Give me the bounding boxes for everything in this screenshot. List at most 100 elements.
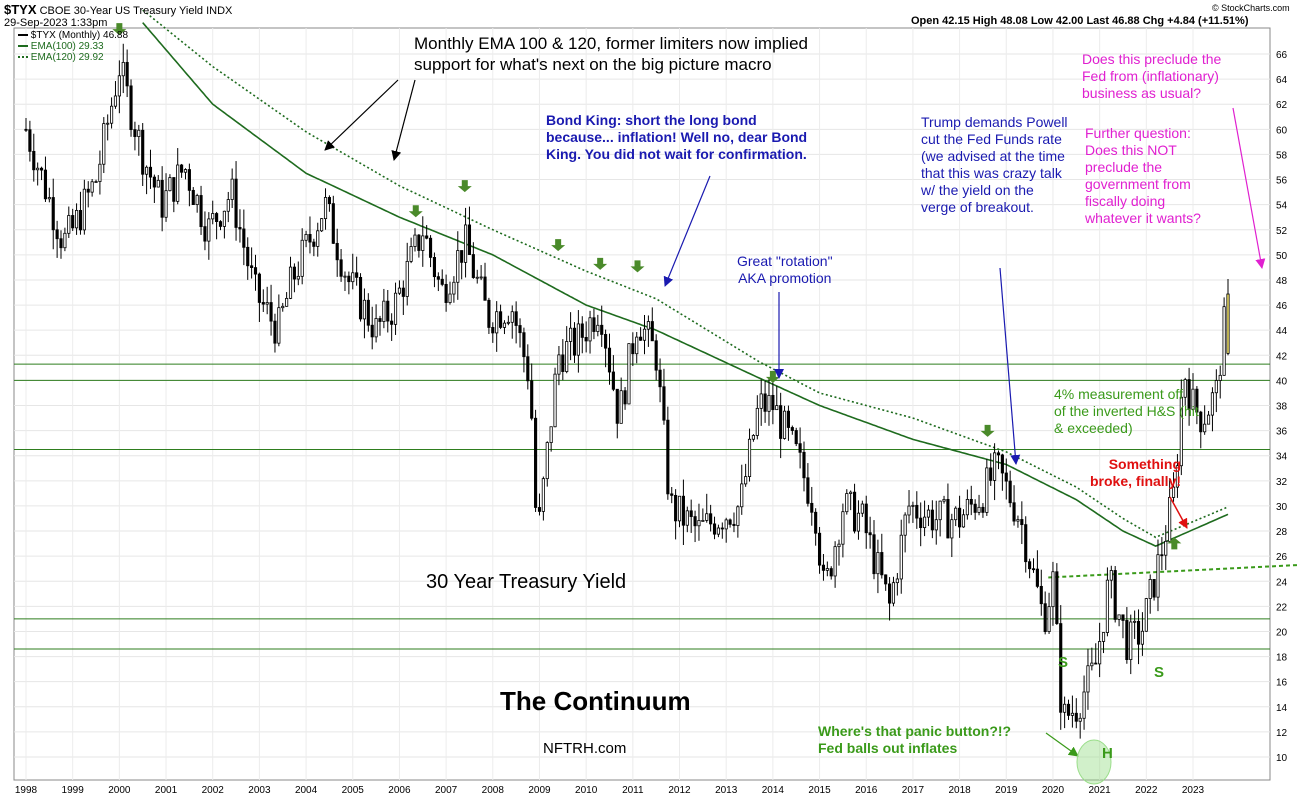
candle-body <box>288 266 293 299</box>
candle-body <box>576 323 580 356</box>
candle-body <box>452 281 456 295</box>
candle-body <box>541 478 545 512</box>
candle-body <box>736 506 740 526</box>
y-tick-label: 52 <box>1276 226 1288 237</box>
candle-body <box>744 476 748 485</box>
x-tick-label: 2001 <box>155 785 178 796</box>
candle-body <box>75 210 79 229</box>
candle-body <box>125 61 129 87</box>
green-down-arrow <box>457 180 472 193</box>
candle-body <box>234 178 238 228</box>
candle-body <box>366 299 370 326</box>
hs-measurement-note: 4% measurement off of the inverted H&S (… <box>1054 386 1199 437</box>
candle-body <box>860 503 864 514</box>
candle-body <box>856 512 861 532</box>
candle-body <box>316 230 320 247</box>
green-down-arrow <box>980 424 995 437</box>
candle-body <box>666 419 670 495</box>
candle-body <box>1156 554 1160 598</box>
candle-body <box>47 197 51 200</box>
header-date: 29-Sep-2023 1:33pm <box>4 17 108 29</box>
candle-body <box>782 410 787 439</box>
candle-body <box>627 343 631 405</box>
candle-body <box>1047 606 1051 632</box>
candle-body <box>242 228 246 248</box>
candle-body <box>460 250 464 263</box>
candle-body <box>1218 374 1222 381</box>
candle-body <box>187 169 191 191</box>
candle-body <box>195 195 199 205</box>
x-tick-label: 2003 <box>248 785 271 796</box>
y-tick-label: 16 <box>1276 678 1288 689</box>
candle-body <box>1008 480 1012 504</box>
candle-body <box>102 123 106 165</box>
candle-body <box>1090 662 1094 667</box>
candle-body <box>1028 561 1032 570</box>
candle-body <box>308 234 312 243</box>
candle-body <box>253 267 258 275</box>
candle-body <box>534 417 538 508</box>
candle-body <box>133 129 137 137</box>
candle-body <box>545 442 549 480</box>
candle-body <box>417 234 421 251</box>
candle-body <box>475 276 479 279</box>
candle-body <box>852 491 857 532</box>
candle-body <box>428 237 433 258</box>
candle-body <box>961 514 966 528</box>
continuum-title: The Continuum <box>500 686 691 716</box>
candle-body <box>915 504 919 519</box>
candle-body <box>712 523 717 535</box>
green-arrows <box>112 23 1182 550</box>
candle-body <box>94 181 98 183</box>
candle-body <box>1101 632 1106 642</box>
candle-body <box>180 164 184 173</box>
candle-body <box>747 438 752 477</box>
candle-body <box>642 328 647 341</box>
y-tick-label: 54 <box>1276 201 1288 212</box>
candle-body <box>604 334 608 349</box>
candle-body <box>1191 388 1195 410</box>
x-tick-label: 2021 <box>1089 785 1112 796</box>
candle-body <box>358 276 363 320</box>
x-tick-label: 2004 <box>295 785 318 796</box>
candle-body <box>51 197 55 231</box>
candle-body <box>327 197 331 205</box>
candle-body <box>876 552 880 575</box>
y-tick-label: 38 <box>1276 402 1288 413</box>
y-tick-label: 32 <box>1276 477 1288 488</box>
candle-body <box>1094 662 1098 665</box>
x-tick-label: 2007 <box>435 785 458 796</box>
ema-lines <box>142 9 1229 547</box>
bond-king-note: Bond King: short the long bond because..… <box>546 112 808 163</box>
candle-body <box>355 272 359 278</box>
green-down-arrow <box>765 370 780 383</box>
candle-body <box>685 510 689 526</box>
header-ohlc: Open 42.15 High 48.08 Low 42.00 Last 46.… <box>911 15 1249 27</box>
trump-arrow <box>999 267 1021 465</box>
legend-ema100: EMA(100) 29.33 <box>18 41 104 52</box>
candle-body <box>467 224 472 255</box>
candle-body <box>1078 717 1082 722</box>
candle-body <box>82 188 86 231</box>
candle-body <box>304 234 308 241</box>
hs-neckline <box>1048 563 1300 579</box>
candle-body <box>24 128 28 131</box>
candle-body <box>732 523 736 526</box>
candle-body <box>1063 703 1067 713</box>
candle-body <box>701 519 705 522</box>
candle-body <box>993 452 997 481</box>
candle-body <box>141 129 145 175</box>
candle-body <box>63 232 67 249</box>
candle-body <box>1171 486 1176 498</box>
candle-body <box>950 519 954 539</box>
candle-body <box>693 516 697 527</box>
preclude-arrow <box>1232 107 1266 269</box>
candle-body <box>502 322 507 328</box>
green-down-arrow <box>593 257 608 270</box>
candle-body <box>514 311 518 326</box>
trump-note: Trump demands Powell cut the Fed Funds r… <box>921 114 1068 216</box>
candle-body <box>946 499 950 539</box>
candle-body <box>989 467 993 481</box>
y-tick-label: 60 <box>1276 125 1288 136</box>
legend-price: $TYX (Monthly) 46.88 <box>18 30 128 41</box>
